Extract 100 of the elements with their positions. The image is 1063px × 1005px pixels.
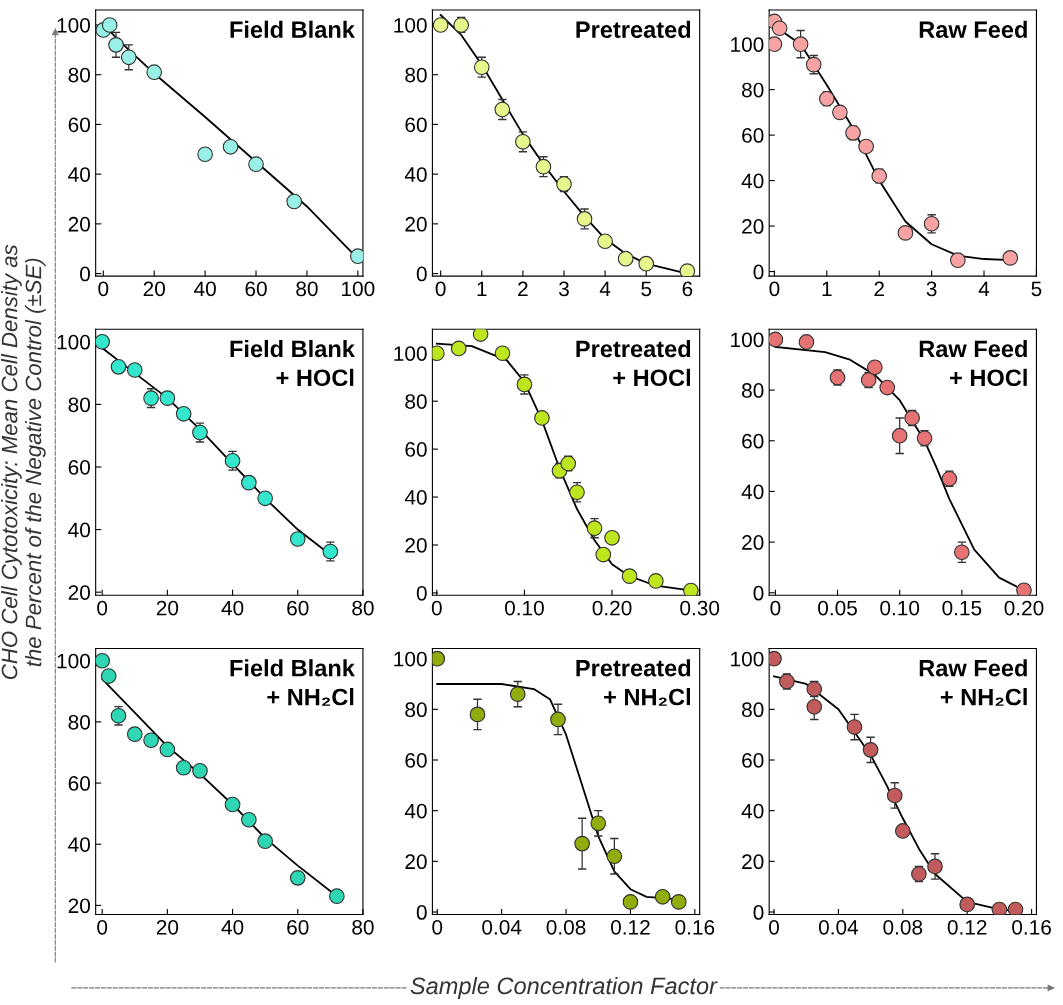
point (1002, 250, 1019, 266)
x-tick-label: 40 (221, 919, 244, 935)
x-tick-label: 0 (769, 281, 780, 297)
y-tick-label: 40 (404, 490, 427, 505)
x-tick-label: 0 (97, 600, 108, 616)
y-tick-label: 80 (68, 67, 90, 83)
x-tick-label: 0.15 (942, 600, 982, 616)
y-tick-label: 0 (416, 585, 427, 601)
y-tick-label: 20 (742, 854, 764, 870)
x-tick-label: 1 (477, 281, 487, 297)
point (1016, 582, 1032, 596)
y-tick-label: 40 (741, 803, 764, 819)
chart-title: Pretreated (576, 20, 691, 39)
y-tick-label: 20 (405, 216, 427, 232)
y-tick-label: 60 (405, 117, 427, 133)
point (126, 726, 143, 742)
point (806, 698, 823, 715)
point (120, 49, 137, 66)
y-tick-label: 100 (57, 653, 90, 669)
point (897, 225, 914, 241)
point (143, 732, 159, 749)
point (257, 833, 273, 850)
y-tick-label: 0 (80, 266, 90, 282)
y-tick-label: 40 (404, 167, 427, 182)
x-tick-label: 100 (342, 281, 375, 297)
y-tick-label: 20 (405, 854, 427, 870)
x-tick-label: 0.08 (883, 919, 923, 935)
y-tick-label: 0 (753, 585, 764, 601)
point (175, 405, 192, 422)
point (159, 741, 176, 758)
x-tick-label: 0.05 (818, 600, 857, 616)
point (192, 762, 208, 779)
point (683, 582, 699, 596)
x-tick-label: 0.16 (675, 919, 715, 935)
x-axis-title: Sample Concentration Factor (410, 976, 718, 999)
point (886, 787, 903, 804)
x-tick-label: 5 (1031, 281, 1042, 297)
y-tick-label: 100 (394, 651, 427, 667)
x-tick-label: 20 (143, 281, 165, 297)
text: Raw Feed + HOCl (919, 339, 1027, 387)
x-tick-label: 0.16 (1012, 919, 1051, 935)
point (509, 686, 526, 702)
text: Field Blank + HOCl (230, 339, 355, 387)
point (550, 711, 566, 728)
x-tick-label: 0.10 (880, 600, 920, 616)
y-tick-label: 80 (742, 383, 764, 398)
x-tick-label: 0.12 (610, 919, 650, 935)
x-tick-label: 20 (156, 919, 179, 935)
point (670, 894, 687, 910)
chart-title: Field Blank (230, 20, 355, 39)
point (597, 233, 613, 250)
point (286, 193, 303, 210)
point (574, 835, 590, 852)
point (146, 64, 163, 81)
x-tick-label: 0 (770, 600, 781, 616)
y-tick-label: 80 (405, 394, 427, 409)
point (991, 901, 1008, 915)
point (224, 796, 241, 813)
y-tick-label: 100 (57, 334, 90, 350)
x-tick-label: 40 (221, 600, 244, 616)
x-tick-label: 2 (518, 281, 528, 297)
point (289, 531, 306, 547)
point (891, 427, 908, 444)
point (832, 104, 848, 121)
y-tick-label: 60 (68, 776, 90, 791)
x-tick-label: 3 (926, 281, 937, 297)
y-tick-label: 60 (742, 753, 764, 768)
x-tick-label: 0 (98, 281, 109, 297)
point (494, 345, 511, 362)
y-tick-label: 60 (68, 460, 90, 475)
point (472, 329, 489, 342)
y-tick-label: 80 (68, 397, 90, 413)
point (654, 888, 671, 905)
point (894, 823, 911, 839)
point (257, 490, 273, 507)
x-tick-label: 80 (352, 919, 374, 935)
point (432, 17, 449, 33)
y-tick-label: 100 (731, 651, 764, 667)
point (222, 138, 239, 155)
x-tick-label: 60 (287, 919, 309, 935)
y-tick-label: 20 (68, 216, 90, 232)
point (879, 379, 896, 396)
x-tick-label: 2 (874, 281, 884, 297)
y-tick-label: 20 (68, 585, 90, 600)
x-tick-label: 5 (641, 281, 652, 297)
point (101, 17, 118, 33)
point (792, 36, 809, 52)
y-tick-label: 0 (416, 266, 427, 282)
y-tick-label: 60 (405, 753, 427, 768)
point (606, 848, 623, 865)
y-tick-label: 20 (742, 219, 764, 234)
y-tick-label: 20 (742, 535, 764, 550)
point (604, 529, 620, 546)
x-tick-label: 0.20 (592, 600, 632, 616)
point (617, 250, 634, 267)
point (248, 156, 264, 173)
y-tick-label: 100 (57, 17, 90, 33)
y-tick-label: 40 (741, 484, 764, 500)
x-tick-label: 0.10 (504, 600, 544, 616)
y-tick-label: 40 (741, 173, 764, 189)
